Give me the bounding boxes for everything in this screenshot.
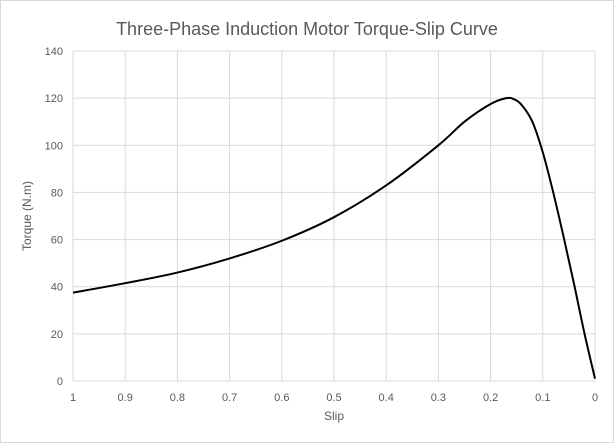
x-tick-label: 0.5 [326,392,341,404]
x-tick-label: 0 [592,392,598,404]
y-tick-label: 80 [51,187,63,199]
tick-labels: 1 0.9 0.8 0.7 0.6 0.5 0.4 0.3 0.2 0.1 0 0 20 40 60 80 10… [45,46,598,404]
x-tick-label: 0.6 [274,392,289,404]
x-tick-label: 0.1 [535,392,550,404]
gridlines [72,50,596,382]
x-tick-label: 0.9 [118,392,133,404]
x-tick-label: 0.2 [483,392,498,404]
y-tick-label: 100 [45,140,63,152]
x-tick-label: 0.3 [431,392,446,404]
x-tick-label: 0.4 [379,392,394,404]
chart-title: Three-Phase Induction Motor Torque-Slip … [116,19,498,39]
y-tick-label: 0 [57,376,63,388]
y-tick-label: 140 [45,46,63,58]
y-tick-label: 20 [51,329,63,341]
y-tick-label: 120 [45,93,63,105]
y-tick-label: 60 [51,235,63,247]
x-tick-label: 0.7 [222,392,237,404]
y-axis-title: Torque (N.m) [20,181,34,251]
x-tick-label: 1 [70,392,76,404]
x-tick-label: 0.8 [170,392,185,404]
x-axis-title: Slip [324,409,344,423]
torque-slip-curve [72,96,596,379]
y-tick-label: 40 [51,282,63,294]
